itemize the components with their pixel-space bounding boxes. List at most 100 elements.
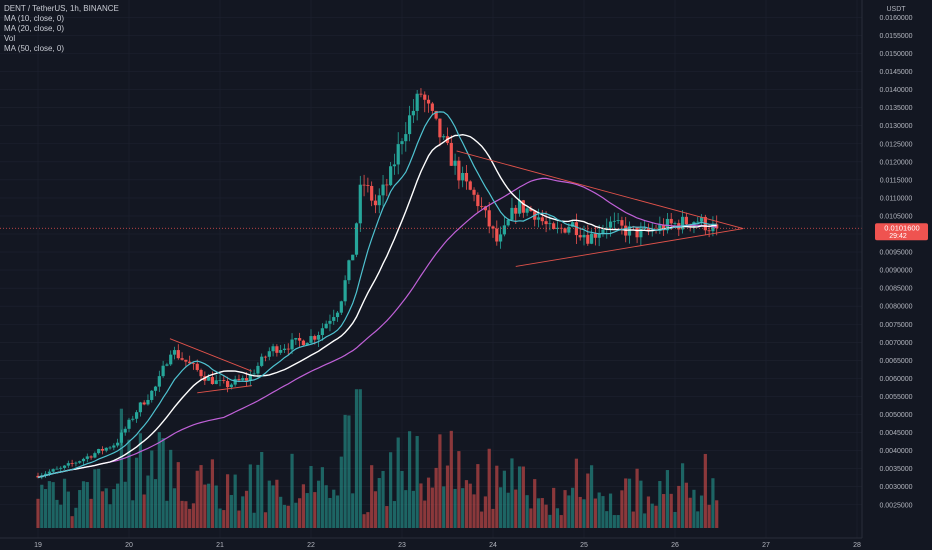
volume-bar <box>389 452 393 528</box>
candle-body <box>589 233 594 244</box>
candle-body <box>567 226 571 233</box>
volume-bar <box>457 451 461 528</box>
candle-body <box>275 346 279 353</box>
volume-bar <box>347 415 351 528</box>
volume-bar <box>426 477 431 528</box>
candle-body <box>525 208 529 213</box>
price-axis-panel[interactable] <box>862 0 932 538</box>
price-tick-label: 0.0095000 <box>879 250 912 257</box>
volume-bar <box>328 497 332 528</box>
candle-body <box>442 136 446 138</box>
price-tick-label: 0.0040000 <box>879 448 912 455</box>
candle-body <box>593 233 597 238</box>
volume-bar <box>169 449 173 528</box>
volume-bar <box>195 470 199 528</box>
candle-body <box>108 447 112 449</box>
candle-body <box>305 342 309 346</box>
volume-bar <box>589 465 594 528</box>
volume-bar <box>407 431 412 528</box>
candle-body <box>199 369 203 377</box>
volume-bar <box>639 480 643 528</box>
volume-bar <box>536 498 541 528</box>
volume-bar <box>445 465 450 528</box>
candle-body <box>43 473 48 476</box>
volume-bar <box>127 439 131 528</box>
volume-bar <box>89 498 93 528</box>
volume-bar <box>43 489 48 528</box>
candle-body <box>313 336 317 340</box>
volume-bar <box>351 493 355 528</box>
candle-body <box>112 445 116 448</box>
candle-body <box>430 103 434 111</box>
candle-body <box>165 364 169 366</box>
volume-bar <box>646 496 651 528</box>
trendline <box>197 385 252 394</box>
candle-body <box>207 377 211 381</box>
candle-body <box>574 222 579 236</box>
candle-body <box>597 233 601 238</box>
candle-body <box>457 160 461 181</box>
candle-body <box>419 93 423 95</box>
volume-bar <box>662 494 666 528</box>
candle-body <box>487 210 491 227</box>
candle-body <box>59 467 63 469</box>
legend-ma50[interactable]: MA (50, close, 0) <box>4 44 65 53</box>
volume-bar <box>563 490 567 528</box>
volume-bar <box>188 508 192 528</box>
candle-body <box>157 376 161 387</box>
legend-vol[interactable]: Vol <box>4 34 16 43</box>
trendlines[interactable] <box>169 150 744 394</box>
volume-bar <box>605 511 609 528</box>
price-tick-label: 0.0050000 <box>879 412 912 419</box>
volume-bar <box>210 459 215 528</box>
candle-body <box>370 185 374 201</box>
time-axis-labels: 19 20 21 22 23 24 25 26 27 28 <box>34 542 861 549</box>
volume-bar <box>555 508 560 528</box>
volume-bar <box>142 494 146 528</box>
volume-bar <box>597 492 601 528</box>
volume-bar <box>483 496 488 528</box>
volume-bar <box>449 430 453 528</box>
volume-bar <box>138 433 142 528</box>
candle-body <box>381 184 385 196</box>
candle-body <box>316 335 321 340</box>
volume-bar <box>582 499 586 528</box>
candle-body <box>127 419 131 429</box>
candle-body <box>608 221 613 228</box>
candle-body <box>423 94 427 100</box>
volume-bar <box>673 511 677 528</box>
price-tick-label: 0.0025000 <box>879 502 912 509</box>
candle-body <box>498 234 503 242</box>
legend-ma10[interactable]: MA (10, close, 0) <box>4 14 65 23</box>
candle-body <box>214 380 218 385</box>
price-tick-label: 0.0150000 <box>879 51 912 58</box>
candle-body <box>662 224 666 231</box>
volume-bar <box>222 510 226 528</box>
candle-body <box>85 456 89 459</box>
candle-body <box>468 181 472 190</box>
volume-bar <box>373 491 378 528</box>
price-tick-label: 0.0130000 <box>879 123 912 130</box>
time-axis-label: 26 <box>671 542 679 549</box>
legend-ma20[interactable]: MA (20, close, 0) <box>4 24 65 33</box>
candle-body <box>146 399 150 405</box>
volume-bar <box>191 503 196 528</box>
volume-bar <box>461 488 465 528</box>
candle-body <box>582 234 586 238</box>
symbol-title[interactable]: DENT / TetherUS, 1h, BINANCE <box>4 4 119 13</box>
candle-body <box>453 160 457 166</box>
ma50-line <box>37 177 717 478</box>
time-axis-panel[interactable] <box>0 538 862 550</box>
candle-body <box>301 340 306 346</box>
candle-body <box>483 206 488 211</box>
candle-body <box>237 379 241 381</box>
candle-body <box>248 374 252 381</box>
candle-body <box>544 221 548 225</box>
candle-body <box>696 221 700 223</box>
volume-bar <box>184 501 188 528</box>
candle-body <box>138 402 142 413</box>
candle-body <box>229 384 233 388</box>
price-tick-label: 0.0145000 <box>879 69 912 76</box>
